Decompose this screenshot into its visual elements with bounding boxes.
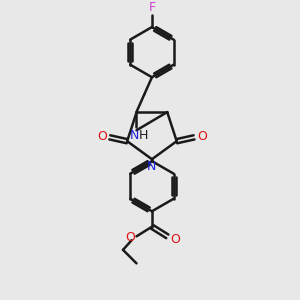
Text: F: F xyxy=(148,1,155,13)
Text: O: O xyxy=(197,130,207,143)
Text: O: O xyxy=(97,130,107,143)
Text: H: H xyxy=(139,129,148,142)
Text: O: O xyxy=(125,231,135,244)
Text: O: O xyxy=(170,233,180,246)
Text: N: N xyxy=(130,129,139,142)
Text: N: N xyxy=(147,160,157,173)
